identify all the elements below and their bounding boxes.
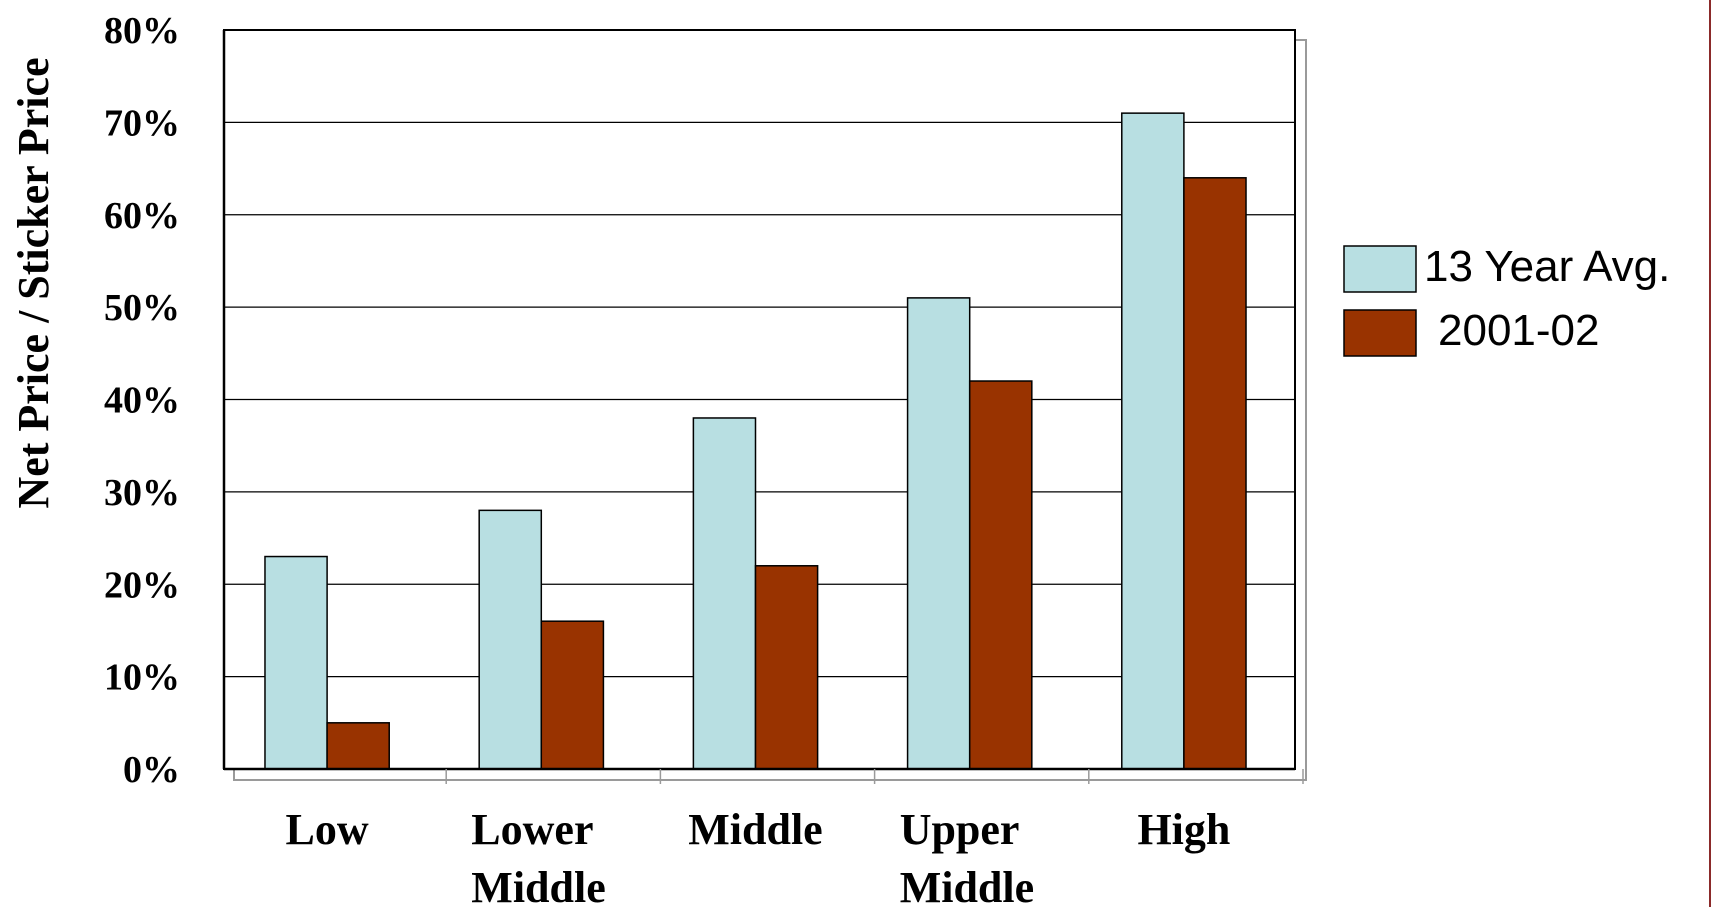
legend-label-1: 2001-02 (1438, 306, 1599, 355)
bar-current-4 (1183, 177, 1247, 770)
y-tick-label: 80% (104, 10, 180, 52)
bar-current-2 (754, 565, 819, 770)
bar-avg-2 (692, 417, 757, 770)
category-label: Lower (471, 805, 593, 854)
y-tick-label: 10% (104, 657, 180, 699)
category-label: Upper (900, 805, 1020, 854)
y-axis-label: Net Price / Sticker Price (9, 57, 58, 508)
category-label: High (1137, 805, 1230, 854)
y-tick-label: 50% (104, 287, 180, 329)
bar-current-3 (968, 380, 1033, 770)
y-tick-label: 0% (123, 749, 180, 791)
bar-avg-4 (1121, 112, 1185, 770)
bar-layer (264, 112, 1247, 770)
legend-swatch-0 (1343, 245, 1417, 293)
legend-swatch-1 (1343, 309, 1417, 357)
y-tick-label: 20% (104, 564, 180, 606)
y-tick-label: 60% (104, 195, 180, 237)
grid-layer (224, 121, 1295, 678)
category-label: Low (286, 805, 369, 854)
legend-label-0: 13 Year Avg. (1424, 242, 1670, 291)
bar-avg-3 (906, 297, 971, 770)
bar-current-1 (540, 620, 605, 770)
bar-current-0 (326, 722, 390, 770)
axis-layer (222, 30, 1304, 784)
category-label: Middle (471, 863, 605, 907)
bar-avg-0 (264, 555, 328, 770)
category-label: Middle (688, 805, 822, 854)
y-tick-label: 70% (104, 102, 180, 144)
y-tick-label: 30% (104, 472, 180, 514)
bar-avg-1 (478, 509, 543, 770)
y-tick-label: 40% (104, 380, 180, 422)
label-layer: 0% 10% 20% 30% 40% 50% 60% 70% 80% Low Lower Middle… (9, 10, 1230, 912)
legend-layer: 13 Year Avg. 2001-02 (1343, 242, 1670, 357)
category-label: Middle (900, 863, 1034, 907)
